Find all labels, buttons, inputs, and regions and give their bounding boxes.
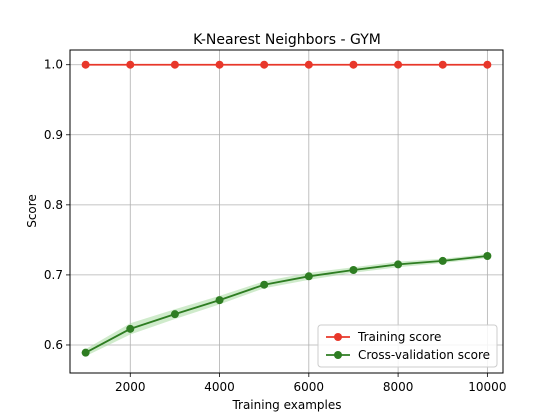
x-axis-label: Training examples xyxy=(231,398,341,412)
series-0-point xyxy=(349,60,358,69)
legend-box xyxy=(317,324,498,368)
series-0-point xyxy=(483,60,492,69)
series-1-line xyxy=(85,255,488,354)
y-tick-label: 0.8 xyxy=(44,198,63,212)
series-0-point xyxy=(394,60,403,69)
y-tick-label: 0.6 xyxy=(44,338,63,352)
legend-entry: Training score xyxy=(357,330,441,344)
legend: Training score Cross-validation score xyxy=(317,324,498,368)
legend-entry: Cross-validation score xyxy=(358,348,490,362)
series-1-point xyxy=(349,266,358,275)
series-1-point xyxy=(438,256,447,265)
x-tick-label: 4000 xyxy=(204,380,235,394)
x-tick-label: 8000 xyxy=(383,380,414,394)
series-0-point xyxy=(170,60,179,69)
x-axis-ticks: 2000 4000 6000 8000 10000 xyxy=(115,373,506,394)
y-tick-label: 1.0 xyxy=(44,58,63,72)
x-tick-label: 10000 xyxy=(468,380,506,394)
series-lines xyxy=(85,63,488,354)
x-tick-label: 2000 xyxy=(115,380,146,394)
series-1-point xyxy=(394,260,403,269)
series-0-point xyxy=(126,60,135,69)
series-0-point xyxy=(304,60,313,69)
series-1-point xyxy=(260,280,269,289)
series-1-point xyxy=(304,272,313,281)
series-1-point xyxy=(483,251,492,260)
series-1-point xyxy=(215,296,224,305)
series-1-point xyxy=(126,324,135,333)
series-points xyxy=(81,60,492,357)
series-1-point xyxy=(170,310,179,319)
y-tick-label: 0.7 xyxy=(44,268,63,282)
series-0-point xyxy=(438,60,447,69)
y-axis-label: Score xyxy=(25,194,39,228)
chart-title: K-Nearest Neighbors - GYM xyxy=(193,32,381,48)
plot-frame xyxy=(69,49,504,374)
y-tick-label: 0.9 xyxy=(44,128,63,142)
x-tick-label: 6000 xyxy=(294,380,325,394)
series-0-point xyxy=(81,60,90,69)
legend-swatch-marker xyxy=(334,351,342,359)
legend-swatch-marker xyxy=(334,333,342,341)
series-0-point xyxy=(215,60,224,69)
series-0-point xyxy=(260,60,269,69)
y-axis-ticks: 0.6 0.7 0.8 0.9 1.0 xyxy=(44,58,70,352)
series-1-point xyxy=(81,348,90,357)
